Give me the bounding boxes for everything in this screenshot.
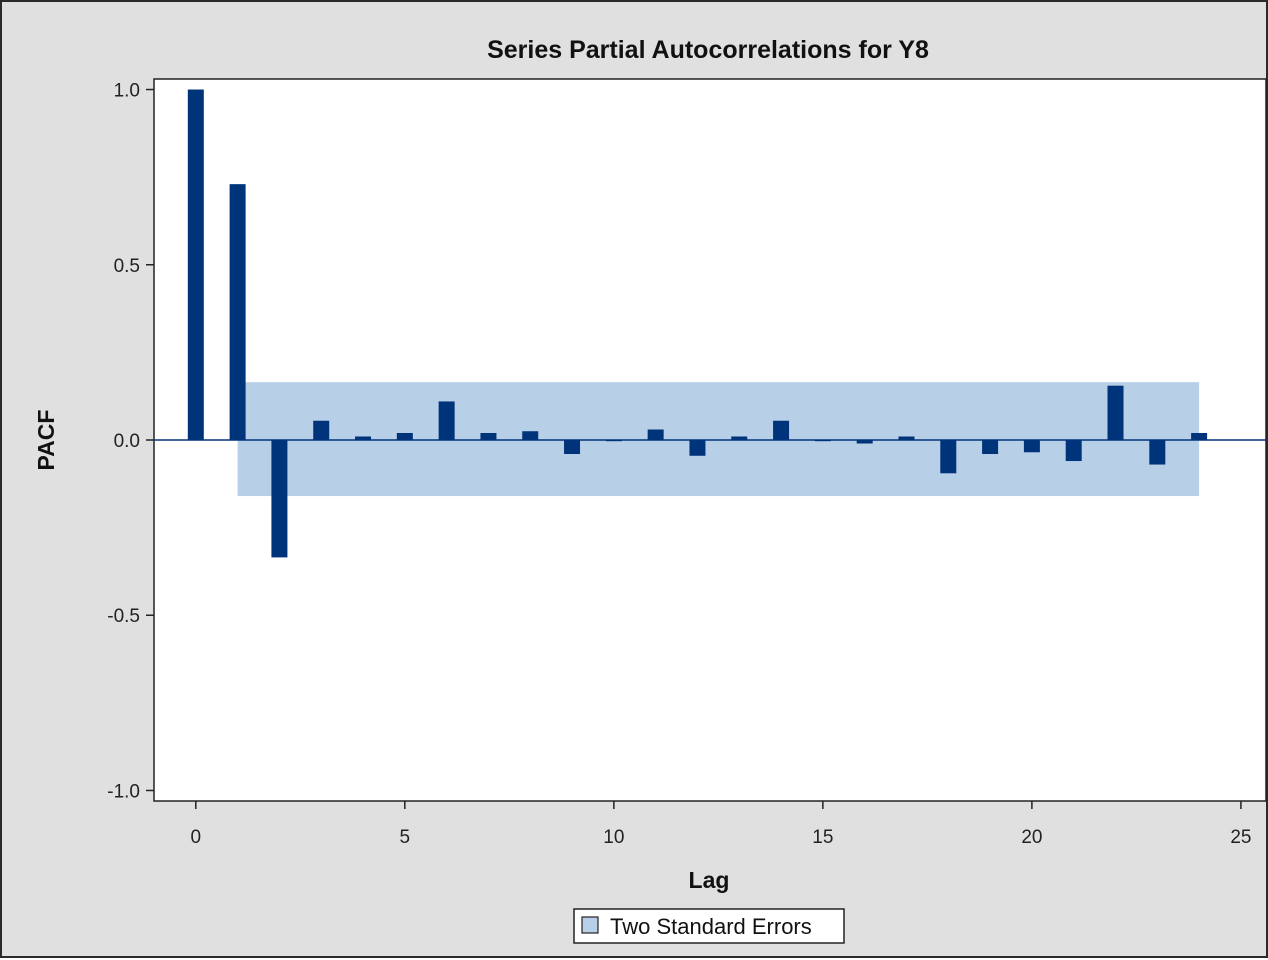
pacf-bar-lag-5 xyxy=(396,432,413,440)
bars-layer xyxy=(187,89,1208,558)
x-axis: 0 5 10 15 20 25 xyxy=(191,801,1251,848)
pacf-bar-lag-21 xyxy=(1065,440,1082,462)
x-tick-label: 5 xyxy=(400,827,411,848)
pacf-bar-lag-16 xyxy=(856,440,873,444)
pacf-bar-lag-8 xyxy=(522,431,539,440)
two-standard-errors-band xyxy=(237,382,1200,497)
x-tick-label: 10 xyxy=(603,827,624,848)
y-tick-label: 0.5 xyxy=(114,256,140,277)
pacf-bar-lag-23 xyxy=(1149,440,1166,465)
pacf-bar-lag-11 xyxy=(647,429,664,440)
y-axis-title: PACF xyxy=(33,410,59,471)
legend-box xyxy=(573,908,845,944)
pacf-bar-lag-18 xyxy=(940,440,957,474)
pacf-bar-lag-12 xyxy=(689,440,706,456)
pacf-bar-lag-9 xyxy=(564,440,581,455)
pacf-bar-lag-6 xyxy=(438,401,455,440)
pacf-bar-lag-15 xyxy=(814,440,831,442)
x-axis-title: Lag xyxy=(689,867,730,893)
pacf-bar-lag-22 xyxy=(1107,385,1124,440)
pacf-bar-lag-13 xyxy=(731,436,748,440)
pacf-bar-lag-10 xyxy=(605,440,622,442)
y-tick-label: 1.0 xyxy=(114,81,140,102)
y-tick-label: 0.0 xyxy=(114,431,140,452)
legend: Two Standard Errors xyxy=(573,908,845,944)
pacf-bar-lag-19 xyxy=(982,440,999,455)
x-tick-label: 15 xyxy=(812,827,833,848)
pacf-bar-lag-4 xyxy=(355,436,372,440)
pacf-bar-lag-7 xyxy=(480,432,497,440)
y-tick-label: -0.5 xyxy=(107,606,140,627)
x-tick-label: 20 xyxy=(1021,827,1042,848)
pacf-bar-lag-0 xyxy=(187,89,204,441)
pacf-bar-lag-3 xyxy=(313,420,330,440)
band-layer xyxy=(237,382,1200,497)
pacf-bar-lag-24 xyxy=(1191,432,1208,440)
x-tick-label: 0 xyxy=(191,827,202,848)
pacf-bar-lag-20 xyxy=(1023,440,1040,453)
y-axis: 1.0 0.5 0.0 -0.5 -1.0 xyxy=(107,81,154,802)
pacf-bar-lag-1 xyxy=(229,184,246,440)
pacf-bar-lag-17 xyxy=(898,436,915,440)
pacf-bar-lag-14 xyxy=(773,420,790,440)
pacf-bar-lag-2 xyxy=(271,440,288,558)
chart-title: Series Partial Autocorrelations for Y8 xyxy=(487,36,929,64)
legend-swatch-two-standard-errors xyxy=(581,916,599,934)
legend-label-two-standard-errors: Two Standard Errors xyxy=(610,914,812,939)
y-tick-label: -1.0 xyxy=(107,781,140,802)
x-tick-label: 25 xyxy=(1230,827,1251,848)
